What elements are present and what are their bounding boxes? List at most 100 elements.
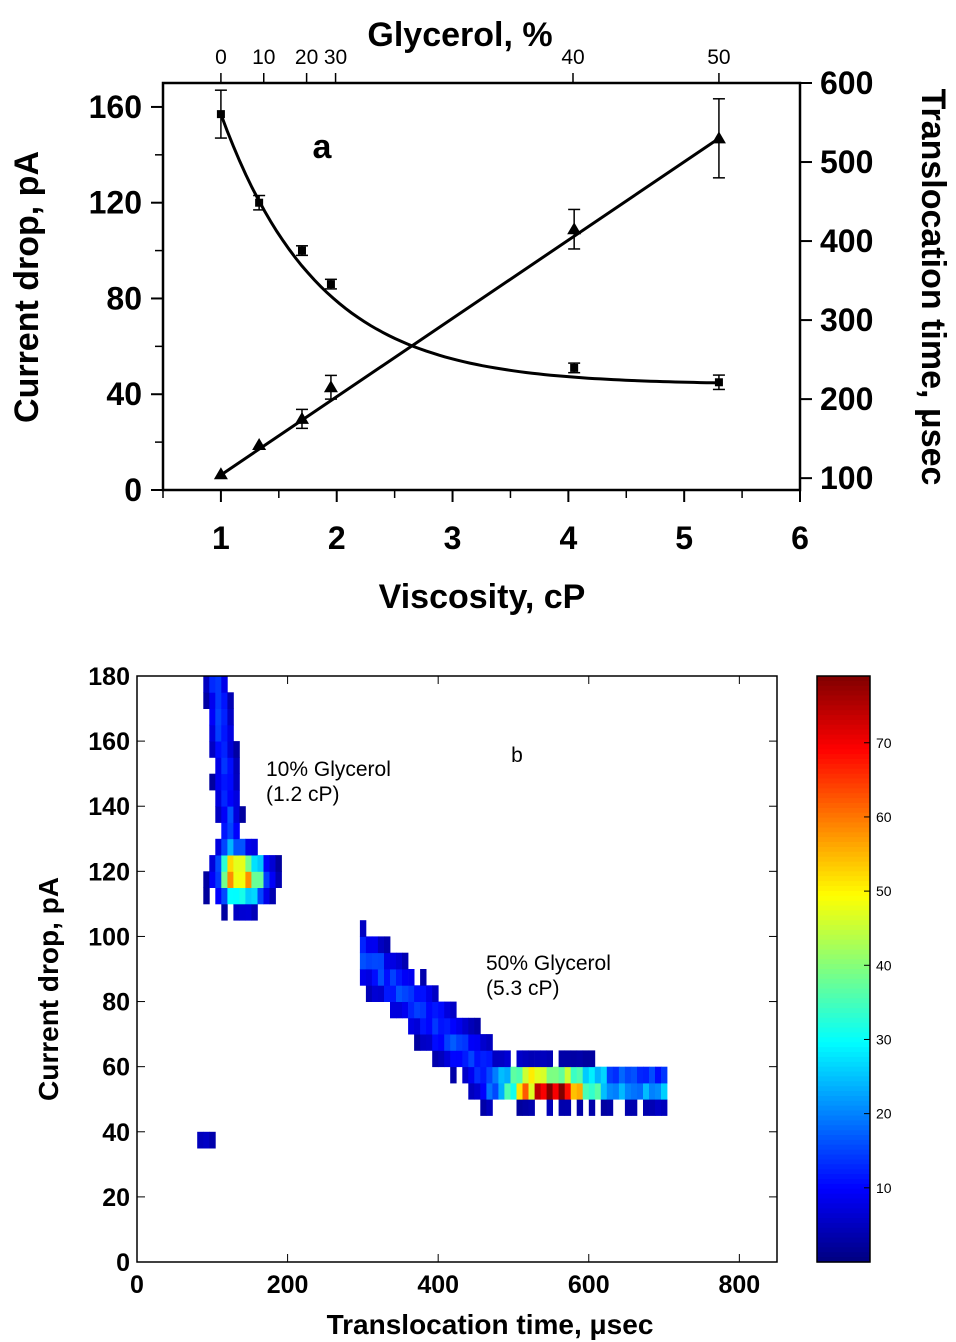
heatmap-cell (474, 1034, 481, 1051)
colorbar-segment (817, 1096, 870, 1102)
heatmap-cell (263, 855, 270, 872)
heatmap-cell (420, 1017, 427, 1035)
heatmap-cell (408, 1001, 415, 1019)
colorbar-segment (817, 1247, 870, 1253)
heatmap-cell (426, 985, 433, 1002)
heatmap-cell (486, 1050, 493, 1068)
heatmap-cell (209, 741, 216, 758)
heatmap-cell (377, 952, 385, 970)
colorbar-segment (817, 1071, 870, 1077)
translocation-time-point (323, 380, 338, 393)
colorbar-segment (817, 807, 870, 814)
heatmap-cell (432, 1034, 439, 1051)
heatmap-cell (486, 1099, 493, 1116)
heatmap-cell (227, 871, 234, 888)
heatmap-cell (203, 692, 210, 709)
heatmap-cell (661, 1082, 668, 1100)
colorbar-segment (817, 700, 870, 706)
current-drop-point (297, 246, 306, 255)
heatmap-cell (486, 1034, 493, 1051)
heatmap-cell (239, 838, 246, 856)
y2-tick-label: 600 (820, 65, 873, 101)
heatmap-cell (227, 789, 234, 807)
colorbar-segment (817, 822, 870, 828)
panel-a: 1 2 3 4 5 6 0 40 80 120 160 100 200 300 400 500 600 0 10 20… (8, 16, 952, 616)
b-x-tick-label: 800 (718, 1271, 760, 1299)
current-drop-point (326, 280, 335, 289)
heatmap-cell (546, 1066, 553, 1084)
colorbar-segment (817, 1091, 870, 1097)
heatmap-cell (402, 969, 409, 986)
heatmap-cell (516, 1099, 523, 1116)
colorbar-segment (817, 1027, 870, 1034)
heatmap-cell (203, 887, 210, 905)
heatmap-cell (649, 1082, 656, 1100)
colorbar-segment (817, 715, 870, 721)
heatmap-cell (498, 1082, 505, 1100)
heatmap-cell (221, 757, 228, 775)
colorbar-segment (817, 871, 870, 877)
heatmap-cell (630, 1066, 638, 1084)
heatmap-cell (558, 1066, 565, 1084)
colorbar-segment (817, 1008, 870, 1014)
heatmap-cell (263, 887, 270, 905)
colorbar-segment (817, 1227, 870, 1234)
colorbar-segment (817, 685, 870, 692)
colorbar-segment (817, 1120, 870, 1126)
heatmap-cell (221, 789, 228, 807)
heatmap-cell (492, 1050, 499, 1068)
panel-a-top-axis-title: Glycerol, % (367, 16, 552, 54)
heatmap-cell (221, 676, 228, 693)
colorbar-segment (817, 1047, 870, 1053)
panel-a-plot-frame (161, 81, 802, 492)
heatmap-cell (528, 1099, 535, 1116)
heatmap-cell (630, 1082, 638, 1100)
heatmap-cell (474, 1050, 481, 1068)
y2-tick-label: 300 (820, 302, 873, 338)
heatmap-cell (492, 1082, 499, 1100)
heatmap-cell (480, 1066, 487, 1084)
colorbar-segment (817, 851, 870, 858)
heatmap-cell (420, 969, 427, 986)
colorbar-segment (817, 856, 870, 863)
heatmap-cell (384, 985, 391, 1002)
x2-tick-label: 10 (252, 46, 275, 69)
heatmap-cell (396, 985, 403, 1002)
heatmap-cell (221, 692, 228, 709)
heatmap-cell (643, 1082, 650, 1100)
y2-tick-label: 400 (820, 223, 873, 259)
colorbar-segment (817, 768, 870, 775)
heatmap-cell (474, 1017, 481, 1035)
translocation-time-point (294, 411, 309, 424)
heatmap-cell (365, 936, 373, 954)
heatmap-cell (468, 1066, 475, 1084)
heatmap-cell (215, 724, 222, 742)
colorbar-tick-label: 70 (876, 735, 892, 751)
cluster-sublabel-50pct: (5.3 cP) (486, 977, 560, 1000)
colorbar-segment (817, 1164, 870, 1170)
colorbar-segment (817, 676, 870, 682)
heatmap-cell (516, 1066, 523, 1084)
colorbar-segment (817, 832, 870, 838)
heatmap-cell (396, 969, 403, 986)
heatmap-cell (245, 838, 252, 856)
b-y-tick-label: 100 (88, 923, 130, 951)
colorbar-segment (817, 1144, 870, 1151)
colorbar-segment (817, 773, 870, 780)
heatmap-cell (371, 936, 379, 954)
heatmap-cell (215, 838, 222, 856)
colorbar-segment (817, 978, 870, 985)
heatmap-cell (480, 1099, 487, 1116)
heatmap-cell (371, 985, 379, 1002)
heatmap-cell (215, 741, 222, 758)
panel-a-label: a (313, 128, 333, 166)
heatmap-cell (624, 1082, 632, 1100)
heatmap-cell (576, 1082, 584, 1100)
heatmap-cell (474, 1066, 481, 1084)
heatmap-cell (618, 1082, 626, 1100)
heatmap-cell (402, 985, 409, 1002)
heatmap-cell (528, 1082, 535, 1100)
heatmap-cell (468, 1050, 475, 1068)
heatmap-cell (588, 1066, 596, 1084)
panel-b-plot-frame (136, 675, 778, 1263)
